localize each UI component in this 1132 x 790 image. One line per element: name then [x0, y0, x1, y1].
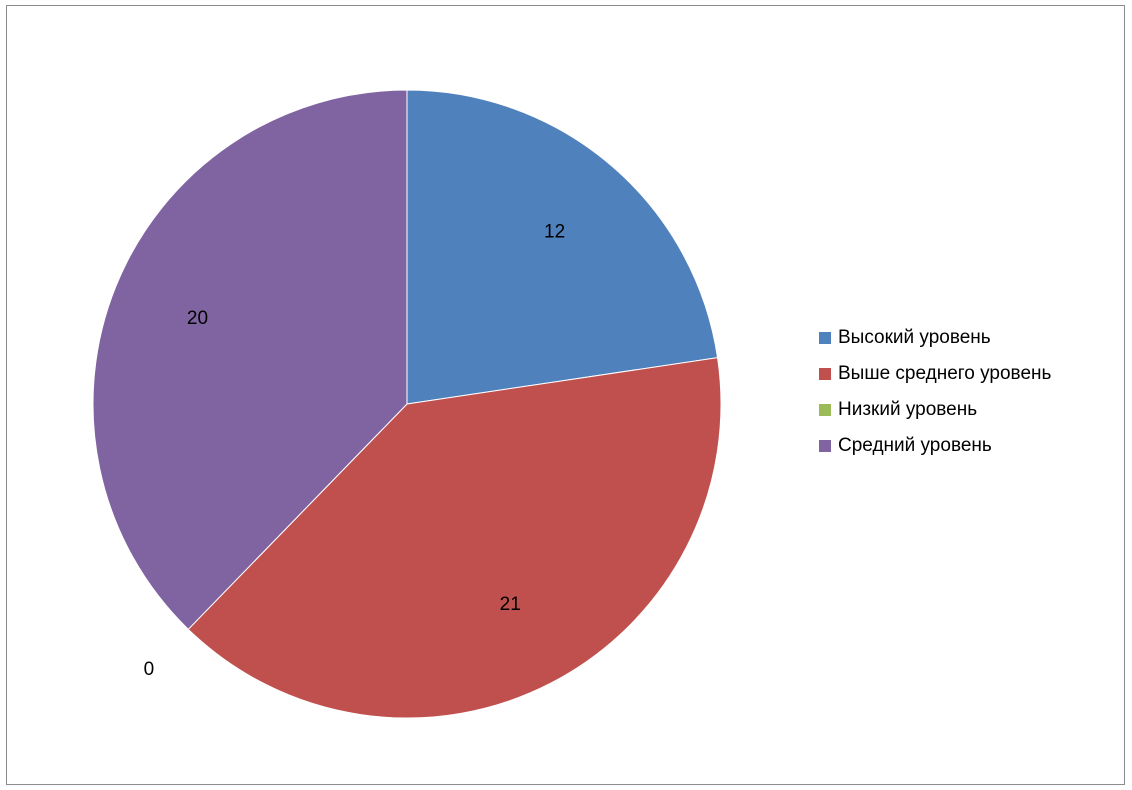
chart-area: 12 21 0 20 Высокий уровень Выше среднего ур…	[6, 5, 1125, 785]
legend-label-0: Высокий уровень	[838, 327, 991, 348]
data-label-3: 20	[187, 308, 208, 329]
data-labels: 12 21 0 20	[144, 222, 566, 680]
pie-chart: 12 21 0 20	[92, 89, 722, 719]
pie-slice-3	[92, 89, 408, 631]
data-label-1: 21	[500, 594, 521, 615]
pie-slice-1	[187, 357, 722, 719]
pie-slice-0	[406, 89, 719, 405]
legend-item-0: Высокий уровень	[819, 320, 1051, 356]
legend-swatch-0	[819, 332, 831, 344]
legend-swatch-2	[819, 404, 831, 416]
data-label-0: 12	[544, 222, 565, 243]
legend-swatch-1	[819, 368, 831, 380]
legend-label-1: Выше среднего уровень	[838, 363, 1052, 384]
legend-item-1: Выше среднего уровень	[819, 356, 1051, 392]
pie-slices	[92, 89, 722, 719]
legend: Высокий уровень Выше среднего уровень Ни…	[819, 320, 1051, 464]
legend-swatch-3	[819, 440, 831, 452]
legend-label-2: Низкий уровень	[838, 399, 978, 420]
data-label-2: 0	[144, 659, 155, 680]
legend-item-2: Низкий уровень	[819, 392, 1051, 428]
legend-label-3: Средний уровень	[838, 435, 992, 456]
legend-item-3: Средний уровень	[819, 428, 1051, 464]
